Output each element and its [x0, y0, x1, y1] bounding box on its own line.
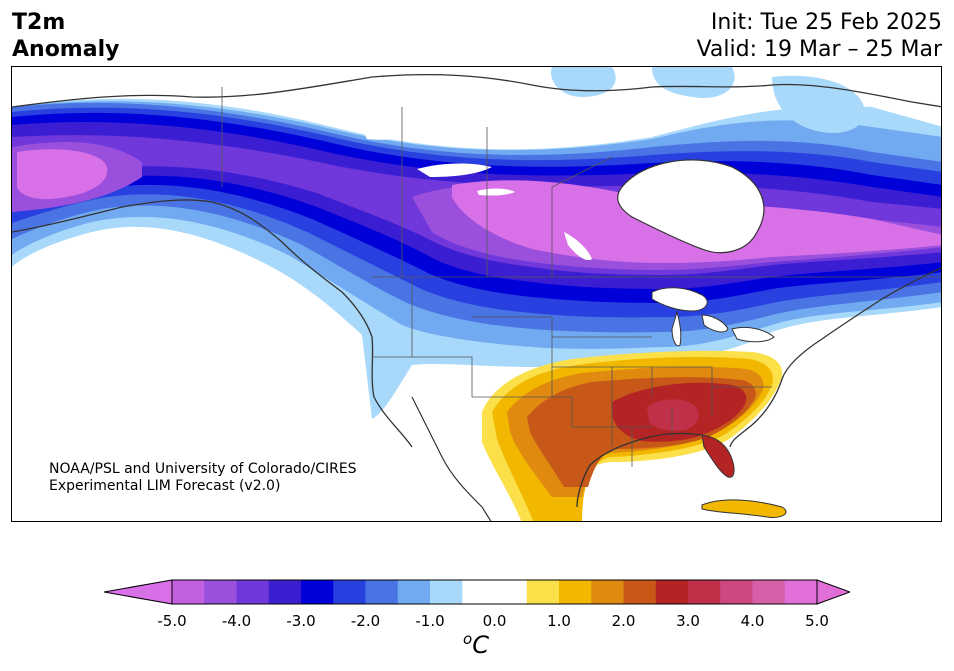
- colorbar-bin: [333, 580, 366, 604]
- colorbar-bin: [720, 580, 753, 604]
- credit-text: NOAA/PSL and University of Colorado/CIRE…: [49, 461, 357, 495]
- colorbar-tick-label: 5.0: [805, 612, 829, 630]
- map-canvas: [12, 67, 941, 521]
- colorbar-tick-label: -4.0: [221, 612, 252, 630]
- coastline-pacific: [12, 199, 413, 448]
- colorbar-tick-label: 3.0: [676, 612, 700, 630]
- colorbar-frame: [171, 579, 818, 605]
- colorbar-tick-label: 2.0: [611, 612, 636, 630]
- colorbar-tick-label: -5.0: [157, 612, 187, 630]
- warm-band-3: [647, 399, 699, 431]
- coastline-arctic: [12, 73, 941, 108]
- colorbar-bin: [397, 580, 431, 604]
- colorbar-bin: [172, 580, 205, 604]
- colorbar-bin: [688, 580, 721, 604]
- colorbar-tick-label: 4.0: [740, 612, 765, 630]
- colorbar-tick-label: -2.0: [350, 612, 381, 630]
- map-title: T2m Anomaly: [12, 9, 119, 63]
- colorbar-bin: [268, 580, 302, 604]
- colorbar: [104, 579, 850, 605]
- colorbar-tick-label: -1.0: [415, 612, 445, 630]
- hudson-bay: [617, 159, 765, 254]
- lake-athabasca: [477, 188, 515, 196]
- cuba: [701, 499, 787, 518]
- colorbar-bin: [623, 580, 657, 604]
- colorbar-bin: [752, 580, 786, 604]
- colorbar-bin: [301, 580, 334, 604]
- colorbar-bin: [559, 580, 592, 604]
- valid-range-label: Valid: 19 Mar – 25 Mar: [696, 37, 942, 62]
- colorbar-tick-label: 0.0: [482, 612, 507, 630]
- arctic-ocean: [312, 67, 941, 92]
- coastline-atlantic: [729, 267, 941, 448]
- credit-line-2: Experimental LIM Forecast (v2.0): [49, 478, 281, 494]
- great-slave-lake: [417, 163, 492, 177]
- great-bear-lake: [362, 125, 420, 140]
- colorbar-bin: [655, 580, 689, 604]
- political-boundaries: [221, 87, 941, 467]
- units-degree: o: [463, 630, 473, 648]
- forecast-dates: Init: Tue 25 Feb 2025 Valid: 19 Mar – 25…: [697, 9, 942, 63]
- init-date-label: Init: Tue 25 Feb 2025: [710, 10, 942, 35]
- colorbar-bin: [365, 580, 399, 604]
- colorbar-bin: [784, 580, 818, 604]
- colorbar-tick-label: 1.0: [547, 612, 571, 630]
- colorbar-bin: [430, 580, 463, 604]
- title-line-2: Anomaly: [12, 37, 120, 62]
- colorbar-extend-high: [816, 579, 850, 605]
- colorbar-bin: [494, 580, 528, 604]
- colorbar-bin: [462, 580, 495, 604]
- colorbar-tick-label: -3.0: [286, 612, 316, 630]
- mexico-coast: [411, 396, 492, 521]
- arctic-islands-cold: [551, 67, 865, 133]
- credit-line-1: NOAA/PSL and University of Colorado/CIRE…: [49, 461, 357, 477]
- anomaly-band-minus5-alaska: [17, 149, 108, 200]
- great-lakes: [651, 287, 775, 347]
- colorbar-ticks: -5.0 -4.0 -3.0 -2.0 -1.0 0.0 1.0 2.0 3.0 4.0 5.0: [0, 612, 954, 632]
- colorbar-bin: [204, 580, 237, 604]
- units-label: oC: [463, 630, 489, 659]
- colorbar-bin: [236, 580, 270, 604]
- anomaly-map: [11, 66, 942, 522]
- florida: [701, 434, 735, 478]
- units-symbol: C: [472, 631, 489, 659]
- colorbar-extend-low: [104, 579, 173, 605]
- title-line-1: T2m: [12, 10, 66, 35]
- colorbar-bin: [526, 580, 560, 604]
- colorbar-bin: [591, 580, 624, 604]
- lake-winnipeg: [564, 232, 592, 261]
